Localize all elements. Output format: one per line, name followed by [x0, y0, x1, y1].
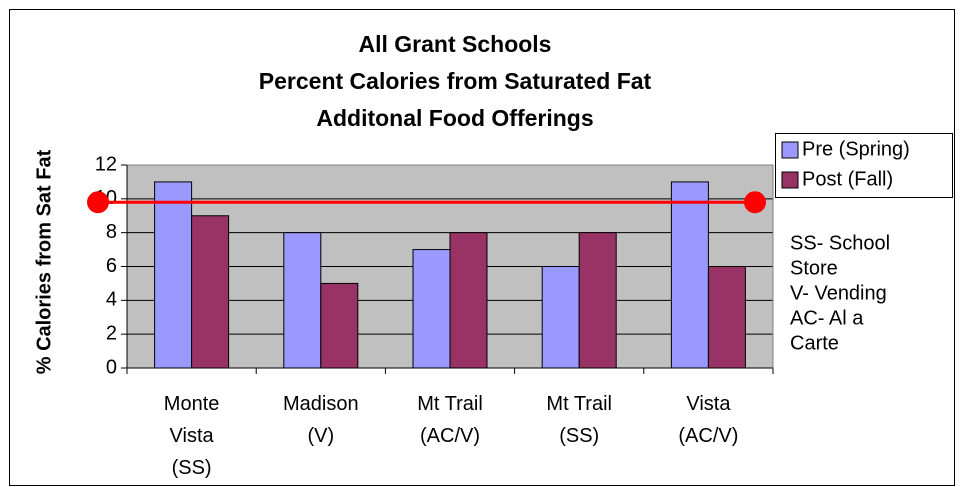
- bar: [283, 232, 322, 369]
- note: SS- School: [790, 232, 890, 254]
- y-tick-label: 6: [106, 255, 117, 277]
- reference-marker: [87, 191, 109, 214]
- x-tick-label: Monte Vista (SS): [164, 393, 220, 479]
- bar: [154, 181, 193, 369]
- bar: [191, 215, 230, 369]
- x-tick-label: Vista (AC/V): [678, 393, 738, 447]
- legend-swatch: [781, 171, 799, 189]
- chart-title: Additonal Food Offerings: [316, 105, 593, 131]
- note: Carte: [790, 332, 839, 354]
- chart-title: All Grant Schools: [359, 31, 552, 57]
- y-tick-label: 4: [106, 289, 117, 311]
- bar: [320, 282, 359, 369]
- bar: [449, 232, 488, 369]
- chart-title: Percent Calories from Saturated Fat: [259, 68, 652, 94]
- y-tick-label: 2: [106, 322, 117, 344]
- bar: [541, 266, 580, 369]
- legend-label: Pre (Spring): [802, 138, 910, 160]
- note: Store: [790, 257, 838, 279]
- y-tick-label: 12: [95, 153, 117, 175]
- bar: [578, 232, 617, 369]
- legend: [775, 133, 953, 198]
- bar: [707, 266, 746, 369]
- y-tick-label: 0: [106, 356, 117, 378]
- y-axis-label: % Calories from Sat Fat: [33, 149, 55, 374]
- bar: [670, 181, 709, 369]
- x-tick-label: Mt Trail (AC/V): [417, 393, 483, 447]
- x-tick-label: Mt Trail (SS): [546, 393, 612, 447]
- legend-swatch: [781, 141, 799, 159]
- legend-label: Post (Fall): [802, 168, 893, 190]
- note: AC- Al a: [790, 307, 864, 329]
- note: V- Vending: [790, 282, 887, 304]
- x-tick-label: Madison (V): [283, 393, 359, 447]
- bar: [412, 249, 451, 369]
- y-tick-label: 8: [106, 221, 117, 243]
- reference-marker: [744, 191, 766, 214]
